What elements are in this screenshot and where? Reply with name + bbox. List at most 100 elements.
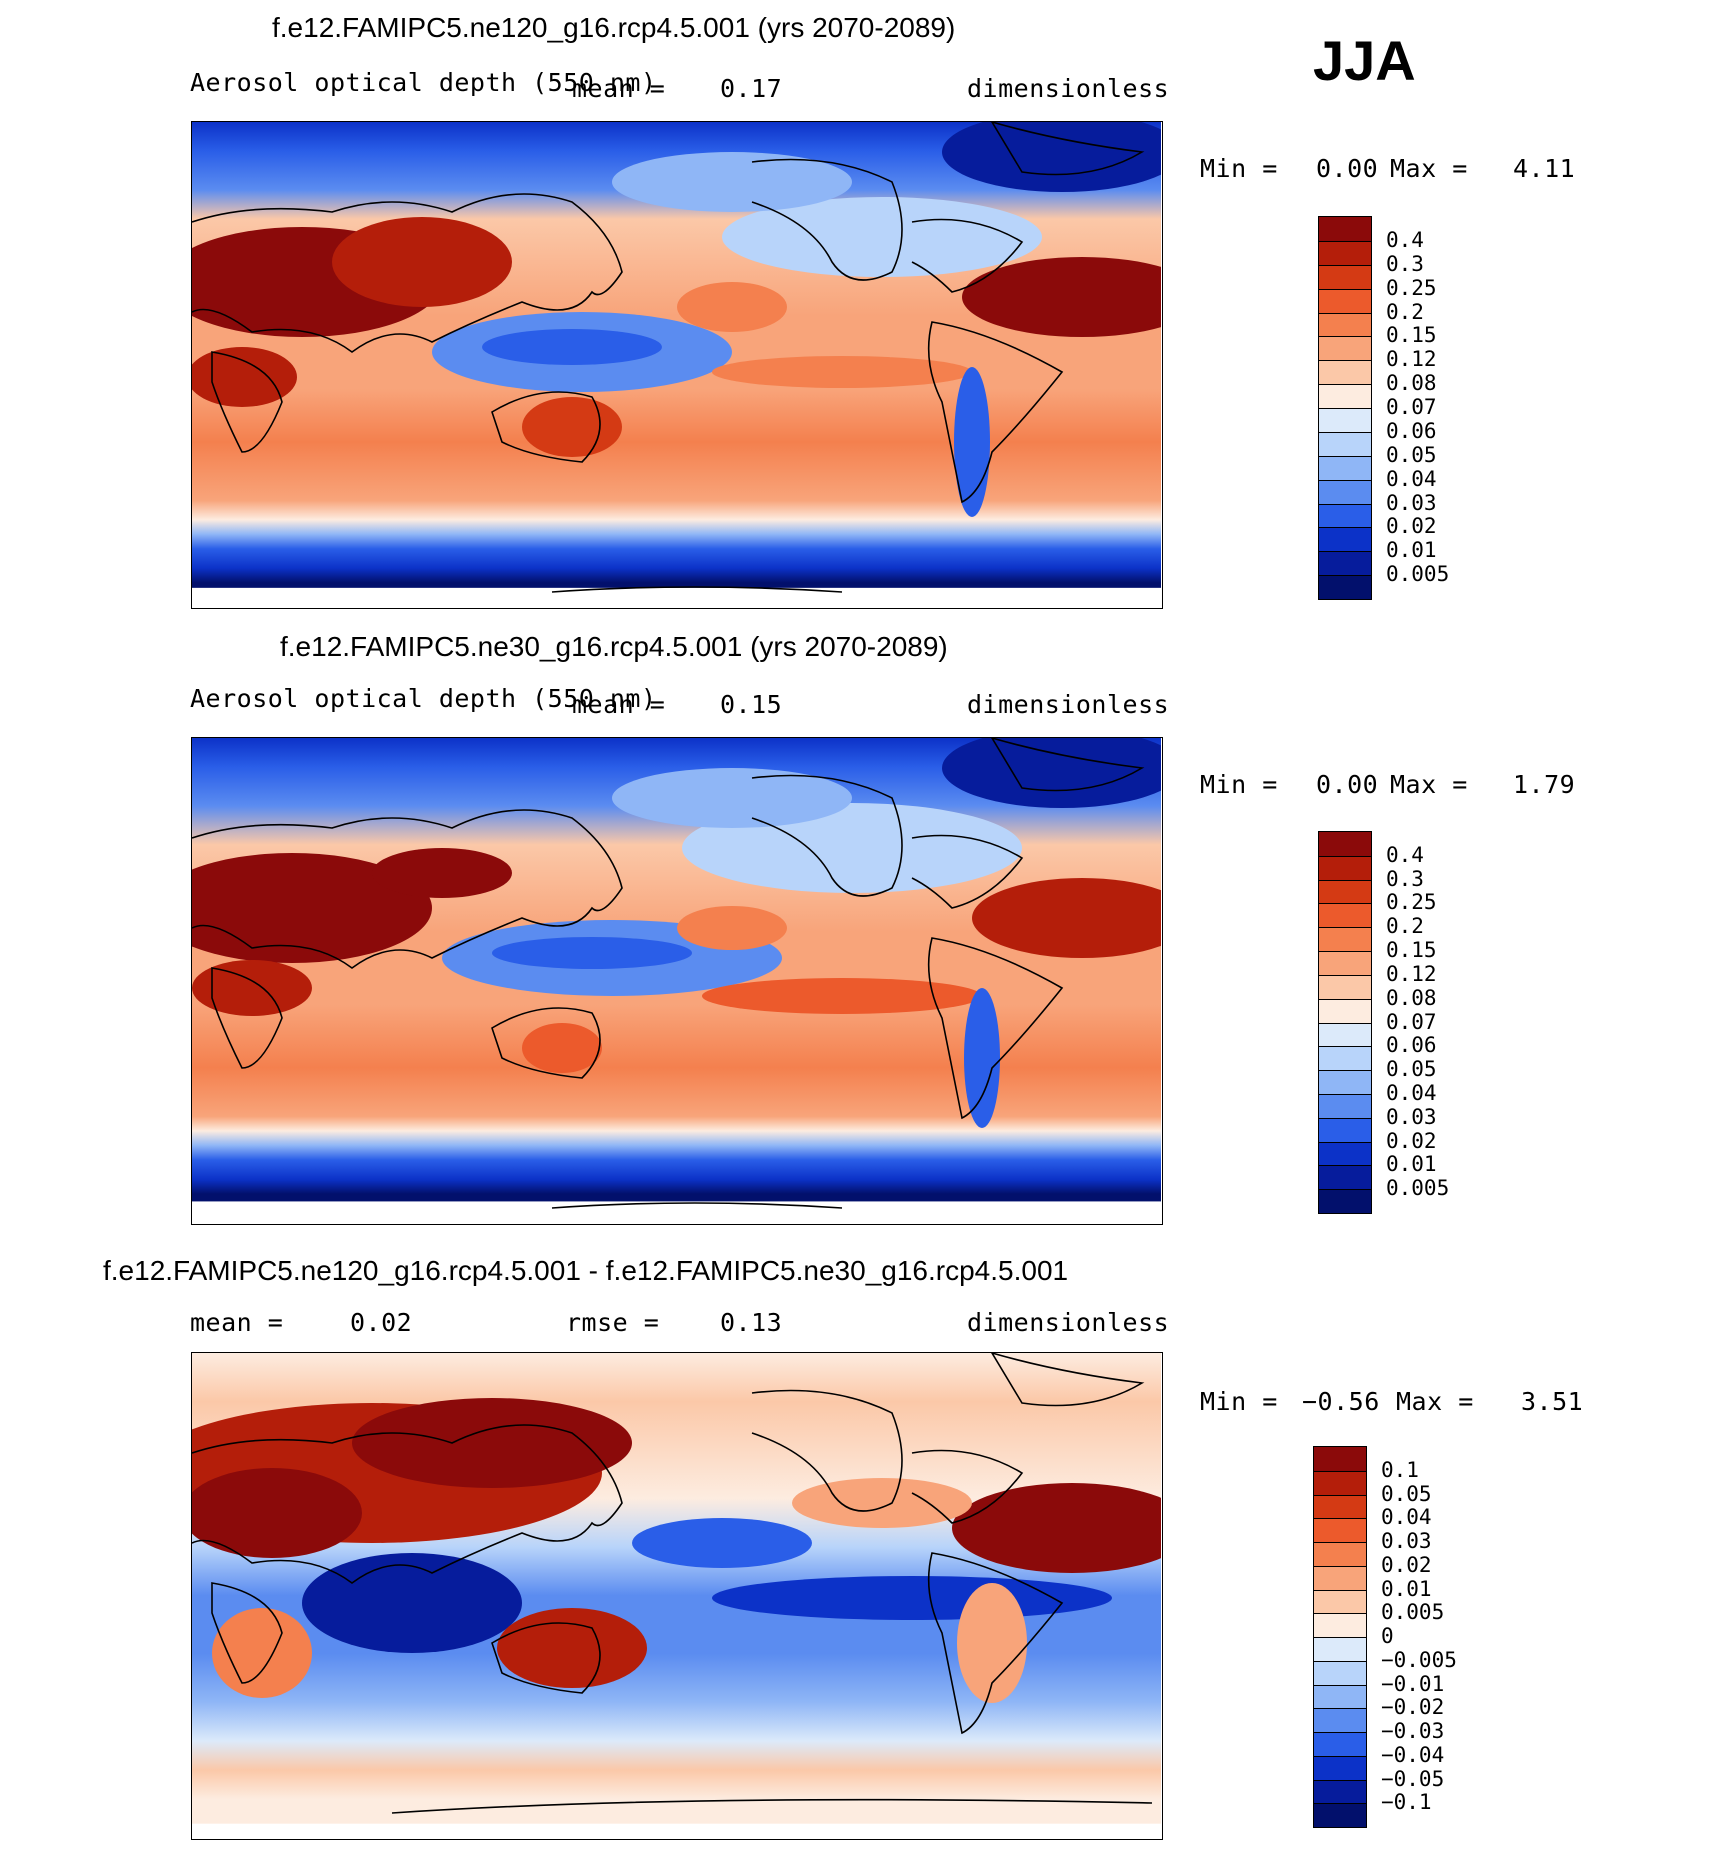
panel-2-level-label: 0.3 (1386, 866, 1424, 891)
colorbar-segment (1319, 1141, 1371, 1166)
panel-1-map (191, 121, 1163, 609)
panel-1-max-label: Max = (1390, 154, 1468, 183)
panel-2-level-label: 0.15 (1386, 938, 1437, 963)
panel-3-level-label: 0.01 (1381, 1576, 1432, 1601)
colorbar-segment (1319, 455, 1371, 480)
panel-2-title: f.e12.FAMIPC5.ne30_g16.rcp4.5.001 (yrs 2… (280, 631, 948, 662)
panel-2-level-label: 0.05 (1386, 1057, 1437, 1082)
panel-1-level-label: 0.01 (1386, 538, 1437, 563)
colorbar-segment (1319, 927, 1371, 952)
panel-2-min-label: Min = (1200, 770, 1278, 799)
colorbar-segment (1319, 855, 1371, 880)
panel-1-level-label: 0.12 (1386, 347, 1437, 372)
panel-3-pacific-negative (632, 1518, 812, 1568)
panel-3-level-label: −0.01 (1381, 1671, 1445, 1696)
panel-3-rmse-value: 0.13 (720, 1308, 783, 1337)
colorbar-segment (1319, 1046, 1371, 1071)
panel-3-map-canvas (192, 1353, 1161, 1838)
panel-2-map-canvas (192, 738, 1161, 1223)
panel-1-level-label: 0.02 (1386, 514, 1437, 539)
colorbar-segment (1319, 527, 1371, 552)
panel-1-central-africa (192, 347, 297, 407)
panel-3-level-label: −0.1 (1381, 1790, 1432, 1815)
panel-3-level-label: 0 (1381, 1624, 1394, 1648)
colorbar-segment (1319, 264, 1371, 289)
panel-3-asia-max (352, 1398, 632, 1488)
panel-3-level-label: −0.04 (1381, 1742, 1445, 1767)
colorbar-segment (1319, 408, 1371, 432)
panel-2-sahara-dust (192, 853, 432, 963)
panel-3-level-label: 0.04 (1381, 1505, 1432, 1530)
panel-1-map-canvas (192, 122, 1161, 607)
panel-1-min-label: Min = (1200, 154, 1278, 183)
colorbar-segment (1314, 1684, 1366, 1709)
panel-1-level-label: 0.15 (1386, 323, 1437, 348)
panel-3-units: dimensionless (967, 1308, 1170, 1337)
panel-1-npacific-blue (722, 197, 1042, 277)
colorbar-segment (1314, 1447, 1366, 1471)
panel-3-rmse-label: rmse = (566, 1308, 660, 1337)
colorbar-segment (1314, 1755, 1366, 1780)
panel-3-max-value: 3.51 (1521, 1387, 1584, 1416)
colorbar-segment (1319, 903, 1371, 928)
colorbar-segment (1314, 1708, 1366, 1732)
colorbar-segment (1319, 832, 1371, 856)
panel-3-title: f.e12.FAMIPC5.ne120_g16.rcp4.5.001 - f.e… (103, 1255, 1069, 1286)
colorbar-segment (1319, 479, 1371, 504)
panel-1-level-label: 0.06 (1386, 418, 1437, 443)
colorbar-segment (1314, 1613, 1366, 1637)
colorbar-segment (1314, 1494, 1366, 1519)
panel-2-mean-label: mean = (572, 690, 666, 719)
panel-2-atlantic-plume (972, 878, 1161, 958)
panel-1-max-value: 4.11 (1513, 154, 1576, 183)
colorbar-segment (1319, 431, 1371, 456)
panel-1-level-label: 0.2 (1386, 299, 1424, 324)
panel-2-central-africa (192, 960, 312, 1016)
colorbar-segment (1319, 1165, 1371, 1190)
colorbar-segment (1314, 1660, 1366, 1685)
panel-1-atlantic-plume (962, 257, 1161, 337)
panel-1-level-label: 0.07 (1386, 395, 1437, 419)
panel-3-min-label: Min = (1200, 1387, 1278, 1416)
panel-2-level-label: 0.06 (1386, 1033, 1437, 1058)
panel-1-level-label: 0.4 (1386, 227, 1424, 252)
panel-3-mean-label: mean = (190, 1308, 284, 1337)
panel-1-colorbar (1318, 216, 1372, 600)
panel-2-level-label: 0.2 (1386, 914, 1424, 939)
panel-3-south-africa (212, 1608, 312, 1698)
colorbar-segment (1319, 1189, 1371, 1213)
colorbar-segment (1319, 240, 1371, 265)
panel-2-eq-band (702, 978, 982, 1014)
panel-2-units: dimensionless (967, 690, 1170, 719)
panel-3-min-value: −0.56 (1302, 1387, 1380, 1416)
panel-2-max-label: Max = (1390, 770, 1468, 799)
panel-3-level-label: 0.05 (1381, 1481, 1432, 1506)
panel-1-title: f.e12.FAMIPC5.ne120_g16.rcp4.5.001 (yrs … (272, 12, 956, 43)
panel-2-level-label: 0.4 (1386, 842, 1424, 867)
colorbar-segment (1314, 1565, 1366, 1590)
panel-3-atlantic-max (952, 1483, 1161, 1573)
panel-3-south-america (957, 1583, 1027, 1703)
panel-1-level-label: 0.03 (1386, 490, 1437, 515)
panel-1-asia-haze (332, 217, 512, 307)
panel-1-level-label: 0.08 (1386, 371, 1437, 396)
colorbar-segment (1319, 998, 1371, 1023)
panel-1-pacific-spot (677, 282, 787, 332)
panel-2-coastlines (192, 738, 1145, 1209)
panel-3-colorbar (1313, 1446, 1367, 1828)
colorbar-segment (1319, 312, 1371, 337)
panel-2-level-label: 0.04 (1386, 1080, 1437, 1105)
panel-1-level-label: 0.04 (1386, 466, 1437, 491)
panel-1-level-label: 0.05 (1386, 442, 1437, 467)
colorbar-segment (1319, 1117, 1371, 1142)
panel-3-level-label: 0.1 (1381, 1457, 1419, 1482)
colorbar-segment (1319, 336, 1371, 361)
panel-2-asia-haze (372, 848, 512, 898)
panel-2-maritime-core (492, 937, 692, 969)
panel-2-level-label: 0.02 (1386, 1128, 1437, 1153)
panel-3-level-label: −0.005 (1381, 1647, 1457, 1672)
panel-1-units: dimensionless (967, 74, 1170, 103)
panel-3-level-label: −0.03 (1381, 1719, 1445, 1743)
panel-3-level-label: 0.02 (1381, 1552, 1432, 1577)
panel-1-eq-band (712, 356, 972, 388)
